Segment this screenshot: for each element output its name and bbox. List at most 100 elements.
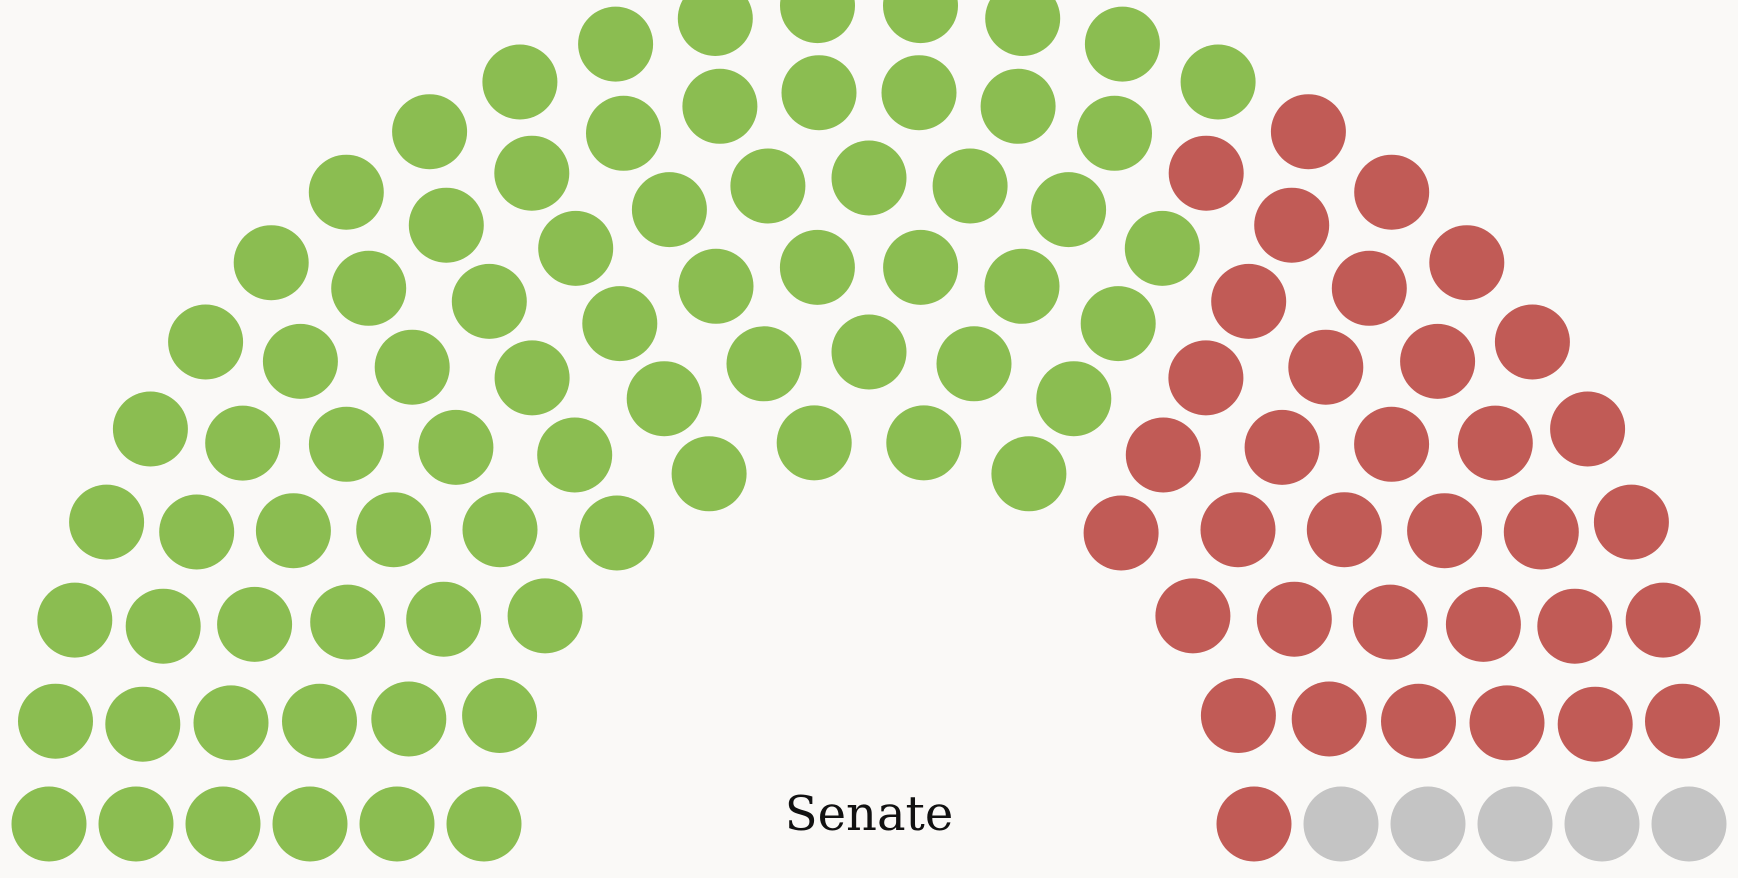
seat-red (1168, 340, 1243, 415)
seat-green (678, 0, 753, 56)
seat-green (937, 326, 1012, 401)
seat-green (282, 684, 357, 759)
seat-green (495, 340, 570, 415)
seat-red (1626, 583, 1701, 658)
seat-red (1446, 587, 1521, 662)
chamber-title: Senate (0, 790, 1738, 838)
seat-green (991, 436, 1066, 511)
seat-red (1201, 678, 1276, 753)
seat-green (309, 155, 384, 230)
seat-green (310, 585, 385, 660)
seat-red (1400, 324, 1475, 399)
seat-green (1181, 45, 1256, 120)
seat-green (578, 7, 653, 82)
seat-green (194, 685, 269, 760)
seat-red (1292, 682, 1367, 757)
seat-red (1470, 685, 1545, 760)
seat-green (69, 485, 144, 560)
seat-red (1332, 251, 1407, 326)
seat-green (256, 493, 331, 568)
seat-green (582, 286, 657, 361)
seat-red (1201, 492, 1276, 567)
seat-green (409, 188, 484, 263)
seat-green (371, 682, 446, 757)
seat-green (981, 69, 1056, 144)
seat-green (18, 684, 93, 759)
seat-red (1645, 684, 1720, 759)
seat-red (1381, 684, 1456, 759)
seat-green (1031, 172, 1106, 247)
seat-green (730, 149, 805, 224)
seat-green (159, 495, 234, 570)
seat-green (780, 0, 855, 43)
seat-red (1353, 585, 1428, 660)
seat-green (780, 230, 855, 305)
seat-green (463, 492, 538, 567)
seat-red (1211, 264, 1286, 339)
seat-red (1084, 496, 1159, 571)
seat-red (1354, 155, 1429, 230)
seat-green (538, 211, 613, 286)
seat-green (777, 405, 852, 480)
seat-red (1458, 406, 1533, 481)
seat-red (1155, 578, 1230, 653)
seat-green (672, 436, 747, 511)
seat-green (309, 407, 384, 482)
seat-red (1254, 188, 1329, 263)
seat-green (883, 0, 958, 43)
seat-green (462, 678, 537, 753)
seat-green (126, 589, 201, 664)
seat-green (727, 326, 802, 401)
seat-red (1550, 392, 1625, 467)
seat-green (452, 264, 527, 339)
seat-green (886, 405, 961, 480)
seat-green (832, 141, 907, 216)
seat-green (234, 225, 309, 300)
seat-red (1429, 225, 1504, 300)
seat-red (1354, 407, 1429, 482)
seat-green (682, 69, 757, 144)
seat-green (985, 0, 1060, 56)
seat-green (217, 587, 292, 662)
seat-red (1594, 485, 1669, 560)
seat-green (168, 305, 243, 380)
seat-green (1081, 286, 1156, 361)
seat-green (205, 406, 280, 481)
seat-green (586, 96, 661, 171)
seat-green (1077, 96, 1152, 171)
seat-green (105, 687, 180, 762)
seat-green (1036, 361, 1111, 436)
seat-green (579, 496, 654, 571)
seat-red (1407, 493, 1482, 568)
seat-green (418, 410, 493, 485)
seat-green (37, 583, 112, 658)
seat-green (537, 418, 612, 493)
seat-green (627, 361, 702, 436)
seat-green (113, 392, 188, 467)
seat-green (356, 492, 431, 567)
seat-red (1558, 687, 1633, 762)
seat-green (782, 55, 857, 130)
seat-red (1495, 305, 1570, 380)
seat-green (832, 315, 907, 390)
seat-green (883, 230, 958, 305)
seat-green (882, 55, 957, 130)
seat-green (985, 249, 1060, 324)
seat-red (1257, 582, 1332, 657)
seat-red (1537, 589, 1612, 664)
seat-green (494, 136, 569, 211)
seat-red (1245, 410, 1320, 485)
seat-green (331, 251, 406, 326)
seat-red (1126, 418, 1201, 493)
seat-red (1288, 330, 1363, 405)
seat-green (482, 45, 557, 120)
seat-green (679, 249, 754, 324)
seat-green (508, 578, 583, 653)
seat-red (1169, 136, 1244, 211)
seat-red (1271, 94, 1346, 169)
seat-green (1085, 7, 1160, 82)
seat-green (406, 582, 481, 657)
seat-green (375, 330, 450, 405)
